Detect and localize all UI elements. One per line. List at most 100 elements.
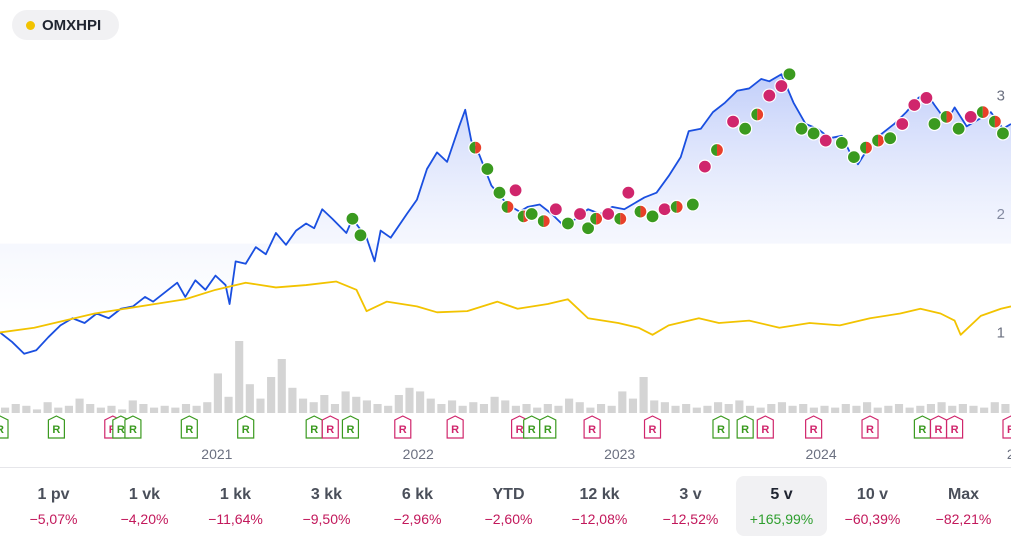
report-marker-letter: R [649,424,657,436]
volume-bar [469,402,478,413]
period-label: 12 kk [579,485,620,503]
volume-bar [373,404,382,413]
volume-bar [405,387,414,413]
volume-bar [128,400,137,413]
volume-bar [980,407,989,413]
period-change: −12,08% [571,510,628,527]
volume-bar [543,404,552,413]
trade-marker-mixed [613,211,628,226]
period-button-1[interactable]: 1 vk −4,20% [99,476,190,536]
volume-bar [777,402,787,413]
report-marker-letter: R [544,424,552,436]
volume-bar [149,407,159,413]
period-change: −2,96% [393,510,442,527]
volume-bar [873,407,882,413]
period-button-9[interactable]: 10 v −60,39% [827,476,918,536]
period-button-4[interactable]: 6 kk −2,96% [372,476,463,536]
trade-marker-sell [572,206,588,222]
period-button-3[interactable]: 3 kk −9,50% [281,476,372,536]
volume-bar [235,341,244,413]
period-button-2[interactable]: 1 kk −11,64% [190,476,281,536]
trade-marker-sell [548,202,563,217]
report-marker-letter: R [516,424,524,436]
period-button-10[interactable]: Max −82,21% [918,476,1009,536]
report-marker-green: R [237,415,255,439]
report-marker-letter: R [918,424,926,436]
trade-marker-buy [345,211,360,226]
report-marker-letter: R [951,424,959,436]
report-marker-letter: R [741,424,749,436]
report-marker-green: R [124,415,142,439]
trade-marker-sell [774,78,789,94]
x-tick-label: 2021 [201,446,232,462]
period-label: 1 vk [128,485,161,503]
price-area [0,74,1011,354]
volume-bar [224,396,233,413]
report-marker-green: R [180,415,198,439]
legend-chip[interactable]: OMXHPI [12,10,120,40]
volume-bar [937,402,946,413]
trade-marker-buy [883,131,898,146]
period-label: 10 v [856,485,889,503]
volume-bar [735,400,744,413]
period-button-7[interactable]: 3 v −12,52% [645,476,736,536]
volume-bar [596,404,606,413]
legend-dot-icon [26,20,35,30]
trade-marker-mixed [536,214,551,229]
volume-bar [607,405,616,413]
volume-bar [352,396,361,413]
volume-bar [969,405,978,413]
report-marker-letter: R [761,424,769,436]
volume-bar [948,405,957,413]
report-marker-sell: R [1002,415,1011,439]
period-change: −2,60% [484,510,533,527]
volume-bar [575,402,584,413]
report-marker-letter: R [1007,424,1011,436]
trade-marker-mixed [500,199,515,214]
volume-bar [479,404,489,413]
volume-bar [171,407,180,413]
volume-bar [682,404,691,413]
period-button-0[interactable]: 1 pv −5,07% [8,476,99,536]
period-button-8[interactable]: 5 v +165,99% [736,476,827,536]
report-marker-green: R [913,415,931,439]
volume-bar [256,398,265,413]
report-marker-letter: R [399,424,407,436]
trade-marker-sell [963,109,978,124]
trade-marker-buy [580,221,596,236]
y-tick-label: 3 [997,88,1005,105]
volume-bar [618,391,627,413]
report-marker-letter: R [528,424,536,436]
report-marker-letter: R [326,424,334,436]
period-change: −11,64% [208,510,263,527]
report-marker-sell: R [583,415,601,439]
volume-bar [298,398,308,413]
period-button-5[interactable]: YTD −2,60% [463,476,554,536]
volume-bar [203,402,212,413]
report-marker-green: R [712,415,730,439]
trade-marker-buy [951,121,966,136]
trade-marker-buy [524,206,539,222]
volume-bar [320,395,329,413]
period-button-6[interactable]: 12 kk −12,08% [554,476,645,536]
volume-bar [362,400,371,413]
trade-marker-sell [919,90,934,106]
trade-marker-buy [806,126,821,141]
report-marker-letter: R [185,424,193,436]
volume-bar [905,407,914,413]
volume-bar [745,405,755,413]
trade-marker-buy [480,161,495,177]
period-change: −12,52% [662,510,719,527]
trade-marker-buy [560,216,576,231]
volume-bar [671,405,680,413]
volume-bar [820,405,829,413]
price-chart[interactable]: 123RRRRRRRRRRRRRRRRRRRRRRRRRR20212022202… [0,0,1011,468]
volume-bar [118,409,127,413]
volume-bar [341,391,350,413]
trade-marker-buy [782,67,797,82]
volume-bar [628,398,638,413]
volume-bar [788,405,797,413]
volume-bar [288,387,297,413]
period-change: −9,50% [302,510,351,527]
report-marker-sell: R [321,415,339,439]
